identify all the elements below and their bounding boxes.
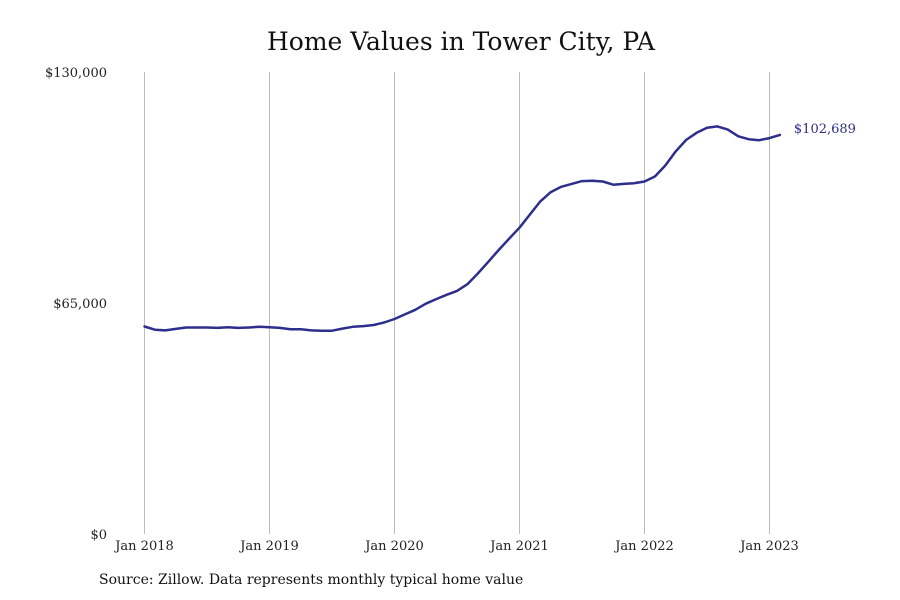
- chart-title: Home Values in Tower City, PA: [266, 27, 655, 56]
- x-tick-label: Jan 2019: [238, 539, 299, 554]
- x-tick-label: Jan 2018: [113, 539, 174, 554]
- y-tick-label: $0: [90, 528, 107, 543]
- x-axis-ticks: Jan 2018 Jan 2019 Jan 2020 Jan 2021 Jan 2022…: [113, 539, 799, 554]
- y-tick-label: $130,000: [45, 66, 107, 81]
- x-tick-label: Jan 2021: [488, 539, 549, 554]
- source-note: Source: Zillow. Data represents monthly …: [99, 572, 524, 588]
- x-tick-label: Jan 2020: [363, 539, 424, 554]
- gridlines: [144, 72, 770, 534]
- y-tick-label: $65,000: [53, 297, 107, 312]
- home-value-line: [143, 125, 782, 332]
- x-tick-label: Jan 2023: [738, 539, 799, 554]
- latest-value-label: $102,689: [794, 122, 856, 137]
- y-axis-ticks: $0 $65,000 $130,000: [45, 66, 107, 543]
- x-tick-label: Jan 2022: [613, 539, 674, 554]
